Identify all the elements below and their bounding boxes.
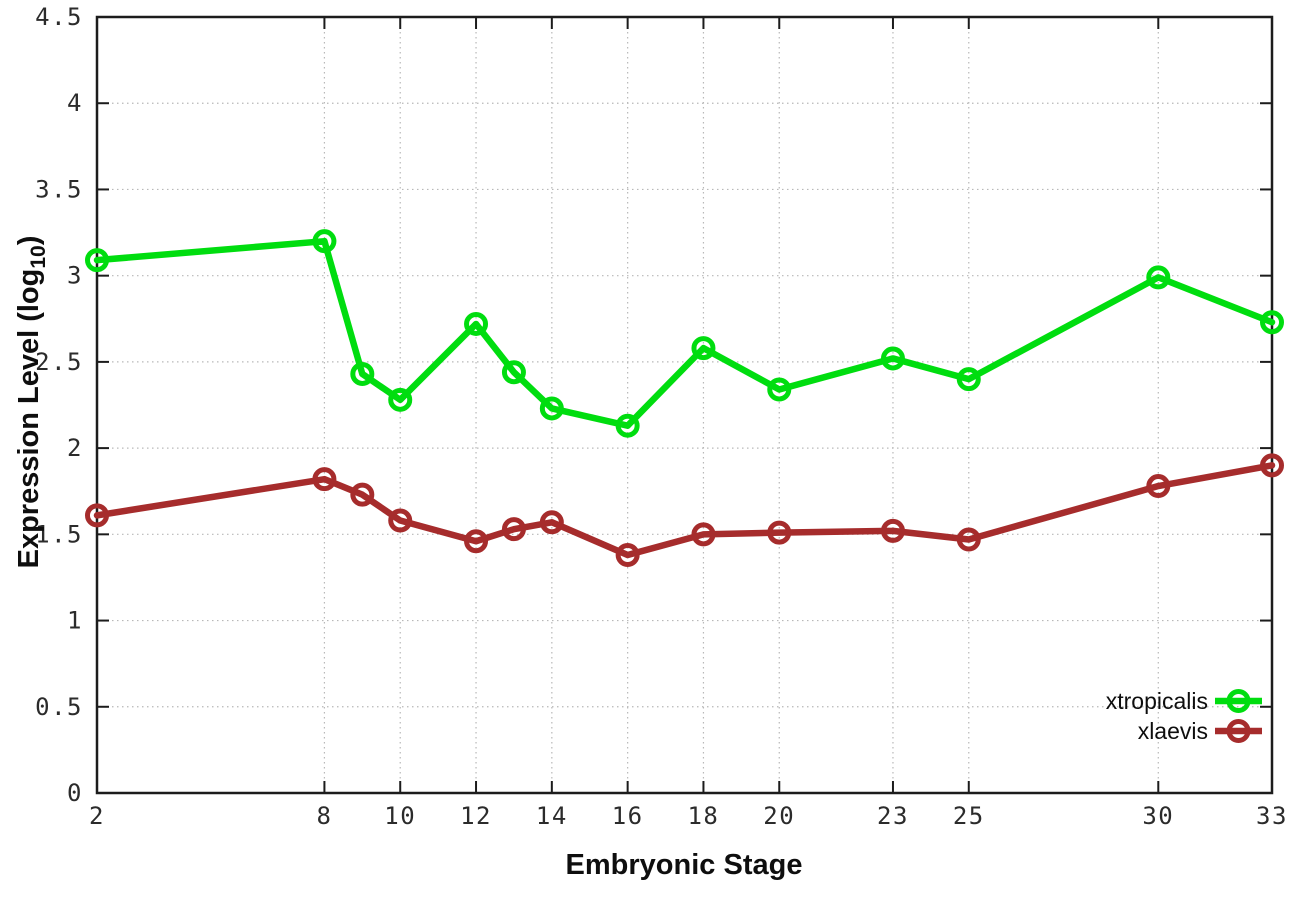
legend: xtropicalis xlaevis [1106,688,1262,744]
data-point-xtropicalis-stage-25 [956,367,981,392]
data-point-xlaevis-stage-10 [388,508,413,533]
y-tick-label: 2.5 [35,348,83,376]
y-tick-label: 1.5 [35,520,83,548]
y-tick-label: 3 [67,262,83,290]
x-axis-title: Embryonic Stage [566,849,803,881]
x-tick-label: 10 [384,802,416,830]
legend-entry-xtropicalis: xtropicalis [1106,688,1262,714]
data-point-xlaevis-stage-33 [1260,453,1284,478]
x-tick-label: 12 [460,802,492,830]
y-axis-title-main: Expression Level (log [13,269,45,569]
y-tick-label: 2 [67,434,83,462]
data-point-xlaevis-stage-9 [350,482,375,507]
data-point-xtropicalis-stage-12 [464,311,489,336]
tick-labels: 2 8 10 12 14 16 18 20 23 25 30 33 0 0.5 1 1.5 2 2.5 3 3.5 4 4… [35,3,1288,830]
data-point-xlaevis-stage-18 [691,522,716,547]
y-tick-label: 0.5 [35,693,83,721]
data-point-xlaevis-stage-13 [501,517,526,542]
data-point-xlaevis-stage-16 [615,543,640,568]
data-point-xtropicalis-stage-18 [691,336,716,361]
y-tick-label: 3.5 [35,175,83,203]
series-xtropicalis [85,229,1284,438]
data-point-xlaevis-stage-20 [767,520,792,545]
x-tick-label: 33 [1256,802,1288,830]
series-line-xlaevis [93,462,1276,559]
x-tick-label: 16 [612,802,644,830]
x-tick-label: 20 [763,802,795,830]
axes [95,15,1274,795]
data-point-xtropicalis-stage-2 [85,248,109,273]
x-tick-label: 2 [89,802,105,830]
data-point-xlaevis-stage-25 [956,527,981,552]
x-tick-label: 23 [877,802,909,830]
data-point-xlaevis-stage-2 [85,503,109,528]
legend-entry-xlaevis: xlaevis [1138,718,1262,744]
data-point-xtropicalis-stage-9 [350,361,375,386]
plot-border [95,15,1274,795]
y-tick-label: 1 [67,607,83,635]
data-series [85,229,1284,568]
data-point-xtropicalis-stage-20 [767,377,792,402]
data-point-xlaevis-stage-23 [880,518,905,543]
y-tick-label: 4.5 [35,3,83,31]
data-point-xtropicalis-stage-23 [880,346,905,371]
data-point-xlaevis-stage-14 [539,510,564,535]
x-tick-label: 14 [536,802,568,830]
data-point-xtropicalis-stage-10 [388,387,413,412]
x-tick-label: 18 [687,802,719,830]
data-point-xlaevis-stage-8 [312,467,337,492]
legend-marker-xlaevis [1226,719,1251,743]
y-tick-label: 0 [67,779,83,807]
series-xlaevis [85,453,1284,568]
data-point-xlaevis-stage-30 [1146,474,1171,499]
y-axis-title-end: ) [13,236,45,246]
data-point-xtropicalis-stage-30 [1146,265,1171,290]
data-point-xtropicalis-stage-16 [615,413,640,438]
gridlines [97,17,1272,793]
data-point-xtropicalis-stage-14 [539,396,564,421]
legend-marker-xtropicalis [1226,689,1251,713]
legend-label-xlaevis: xlaevis [1138,718,1208,744]
data-point-xtropicalis-stage-13 [501,360,526,385]
x-tick-label: 30 [1142,802,1174,830]
data-point-xtropicalis-stage-33 [1260,310,1284,335]
data-point-xtropicalis-stage-8 [312,229,337,254]
x-tick-label: 8 [316,802,332,830]
y-axis-title-subscript: 10 [27,245,50,268]
y-tick-label: 4 [67,89,83,117]
x-tick-label: 25 [953,802,985,830]
series-line-xtropicalis [93,237,1276,429]
legend-label-xtropicalis: xtropicalis [1106,688,1208,714]
y-axis-title: Expression Level (log10) [13,236,50,569]
data-point-xlaevis-stage-12 [464,529,489,554]
